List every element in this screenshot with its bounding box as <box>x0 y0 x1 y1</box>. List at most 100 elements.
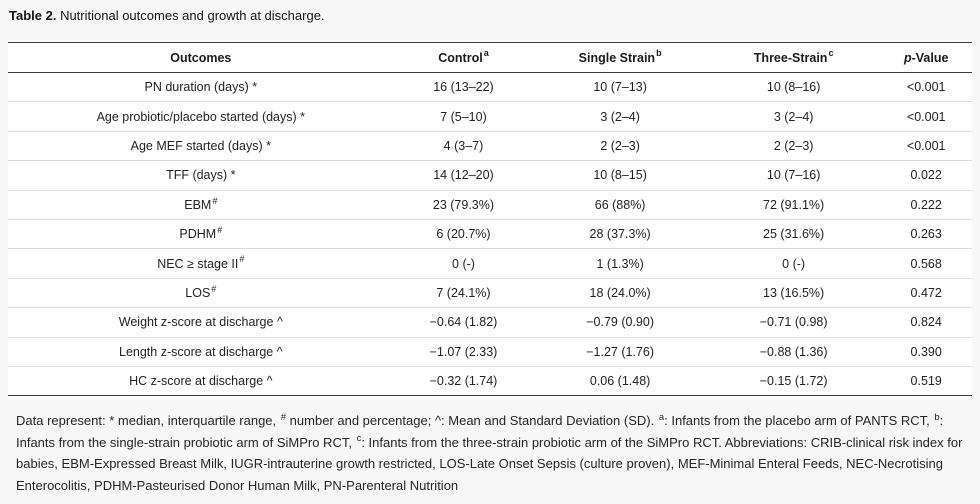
outcome-label: LOS <box>185 285 211 300</box>
outcome-label: Length z-score at discharge ^ <box>119 344 283 359</box>
outcome-cell: TFF (days) * <box>8 160 394 191</box>
single-strain-cell: 28 (37.3%) <box>533 218 707 249</box>
header-single-strain: Single Strainb <box>533 42 707 73</box>
control-cell: 14 (12–20) <box>393 160 534 191</box>
outcome-cell: EBM# <box>8 189 394 220</box>
header-control: Controla <box>393 42 534 73</box>
header-control-label: Control <box>438 50 483 65</box>
three-strain-cell: 25 (31.6%) <box>706 218 881 249</box>
p-value-cell: <0.001 <box>880 101 972 132</box>
outcome-label: TFF (days) * <box>166 168 236 183</box>
single-strain-cell: 10 (8–15) <box>533 160 707 191</box>
three-strain-cell: 0 (-) <box>706 248 881 279</box>
control-cell: 7 (5–10) <box>393 101 534 132</box>
outcome-label: PN duration (days) * <box>144 80 258 95</box>
outcome-label: HC z-score at discharge ^ <box>129 374 273 389</box>
p-value-cell: 0.519 <box>880 365 972 396</box>
header-outcomes-label: Outcomes <box>170 50 232 65</box>
footnote-superscript: # <box>280 411 287 423</box>
single-strain-cell: 10 (7–13) <box>533 71 707 102</box>
p-value-cell: 0.390 <box>880 336 972 367</box>
outcome-sup: # <box>212 195 218 206</box>
single-strain-cell: 1 (1.3%) <box>533 248 707 279</box>
footnote-superscript: c <box>356 433 362 445</box>
footnote-text: : Infants from the placebo arm of PANTS … <box>664 413 934 429</box>
footnote-superscript: a <box>658 411 665 423</box>
table-row: Age probiotic/placebo started (days) * 7… <box>8 101 972 132</box>
header-outcomes: Outcomes <box>8 42 394 73</box>
control-cell: 7 (24.1%) <box>393 277 534 308</box>
table-row: HC z-score at discharge ^ −0.32 (1.74) 0… <box>8 365 972 396</box>
control-cell: −1.07 (2.33) <box>393 336 534 367</box>
single-strain-cell: 66 (88%) <box>533 189 707 220</box>
outcome-label: Age MEF started (days) * <box>130 138 271 153</box>
footnote-text: number and percentage; ^: Mean and Stand… <box>286 413 658 429</box>
outcome-sup: # <box>239 254 245 265</box>
header-single-strain-label: Single Strain <box>578 50 656 65</box>
table-header: Outcomes Controla Single Strainb Three-S… <box>8 42 972 73</box>
control-cell: 6 (20.7%) <box>393 218 534 249</box>
table-caption-label: Table 2. <box>9 8 57 23</box>
outcome-cell: LOS# <box>8 277 394 308</box>
three-strain-cell: 13 (16.5%) <box>706 277 881 308</box>
single-strain-cell: 3 (2–4) <box>533 101 707 132</box>
three-strain-cell: −0.15 (1.72) <box>706 365 881 396</box>
header-row: Outcomes Controla Single Strainb Three-S… <box>8 42 972 73</box>
table-row: PN duration (days) * 16 (13–22) 10 (7–13… <box>8 71 972 102</box>
outcome-sup: # <box>217 224 223 235</box>
table-body: PN duration (days) * 16 (13–22) 10 (7–13… <box>8 71 972 396</box>
outcome-label: PDHM <box>179 227 217 242</box>
outcome-label: Age probiotic/placebo started (days) * <box>96 109 306 124</box>
footnote-text: : Infants from the single-strain probiot… <box>16 413 944 450</box>
outcome-label: EBM <box>184 197 212 212</box>
outcome-label: Weight z-score at discharge ^ <box>118 315 283 330</box>
single-strain-cell: 18 (24.0%) <box>533 277 707 308</box>
p-value-cell: 0.222 <box>880 189 972 220</box>
three-strain-cell: 2 (2–3) <box>706 130 881 161</box>
table-caption-text: Nutritional outcomes and growth at disch… <box>56 8 325 23</box>
footnote-text: Data represent: * median, interquartile … <box>16 413 280 429</box>
table-row: Length z-score at discharge ^ −1.07 (2.3… <box>8 336 972 367</box>
three-strain-cell: −0.88 (1.36) <box>706 336 881 367</box>
p-value-cell: <0.001 <box>880 130 972 161</box>
footnote: Data represent: * median, interquartile … <box>16 410 966 496</box>
outcome-cell: Age probiotic/placebo started (days) * <box>8 101 394 132</box>
three-strain-cell: 3 (2–4) <box>706 101 881 132</box>
outcome-cell: Length z-score at discharge ^ <box>8 336 394 367</box>
p-value-cell: <0.001 <box>880 71 972 102</box>
single-strain-cell: −1.27 (1.76) <box>533 336 707 367</box>
table-caption: Table 2. Nutritional outcomes and growth… <box>9 8 972 23</box>
outcome-sup: # <box>211 283 217 294</box>
p-value-cell: 0.824 <box>880 307 972 338</box>
table-row: Weight z-score at discharge ^ −0.64 (1.8… <box>8 307 972 338</box>
three-strain-cell: −0.71 (0.98) <box>706 307 881 338</box>
control-cell: 23 (79.3%) <box>393 189 534 220</box>
outcome-cell: PN duration (days) * <box>8 71 394 102</box>
table-row: Age MEF started (days) * 4 (3–7) 2 (2–3)… <box>8 130 972 161</box>
single-strain-cell: 2 (2–3) <box>533 130 707 161</box>
table-row: PDHM# 6 (20.7%) 28 (37.3%) 25 (31.6%) 0.… <box>8 218 972 249</box>
outcome-cell: PDHM# <box>8 218 394 249</box>
control-cell: −0.64 (1.82) <box>393 307 534 338</box>
control-cell: 0 (-) <box>393 248 534 279</box>
p-value-cell: 0.568 <box>880 248 972 279</box>
single-strain-cell: −0.79 (0.90) <box>533 307 707 338</box>
table-row: NEC ≥ stage II# 0 (-) 1 (1.3%) 0 (-) 0.5… <box>8 248 972 279</box>
control-cell: −0.32 (1.74) <box>393 365 534 396</box>
footnote-text: : Infants from the three-strain probioti… <box>16 434 963 493</box>
p-value-cell: 0.022 <box>880 160 972 191</box>
table-row: LOS# 7 (24.1%) 18 (24.0%) 13 (16.5%) 0.4… <box>8 277 972 308</box>
outcome-cell: HC z-score at discharge ^ <box>8 365 394 396</box>
three-strain-cell: 10 (7–16) <box>706 160 881 191</box>
header-control-sup: a <box>483 48 489 59</box>
header-p-value: p-Value <box>880 42 972 73</box>
outcome-cell: Weight z-score at discharge ^ <box>8 307 394 338</box>
control-cell: 16 (13–22) <box>393 71 534 102</box>
header-three-strain-sup: c <box>828 48 834 59</box>
table-row: EBM# 23 (79.3%) 66 (88%) 72 (91.1%) 0.22… <box>8 189 972 220</box>
outcome-cell: Age MEF started (days) * <box>8 130 394 161</box>
header-single-strain-sup: b <box>656 48 662 59</box>
control-cell: 4 (3–7) <box>393 130 534 161</box>
table-row: TFF (days) * 14 (12–20) 10 (8–15) 10 (7–… <box>8 160 972 191</box>
